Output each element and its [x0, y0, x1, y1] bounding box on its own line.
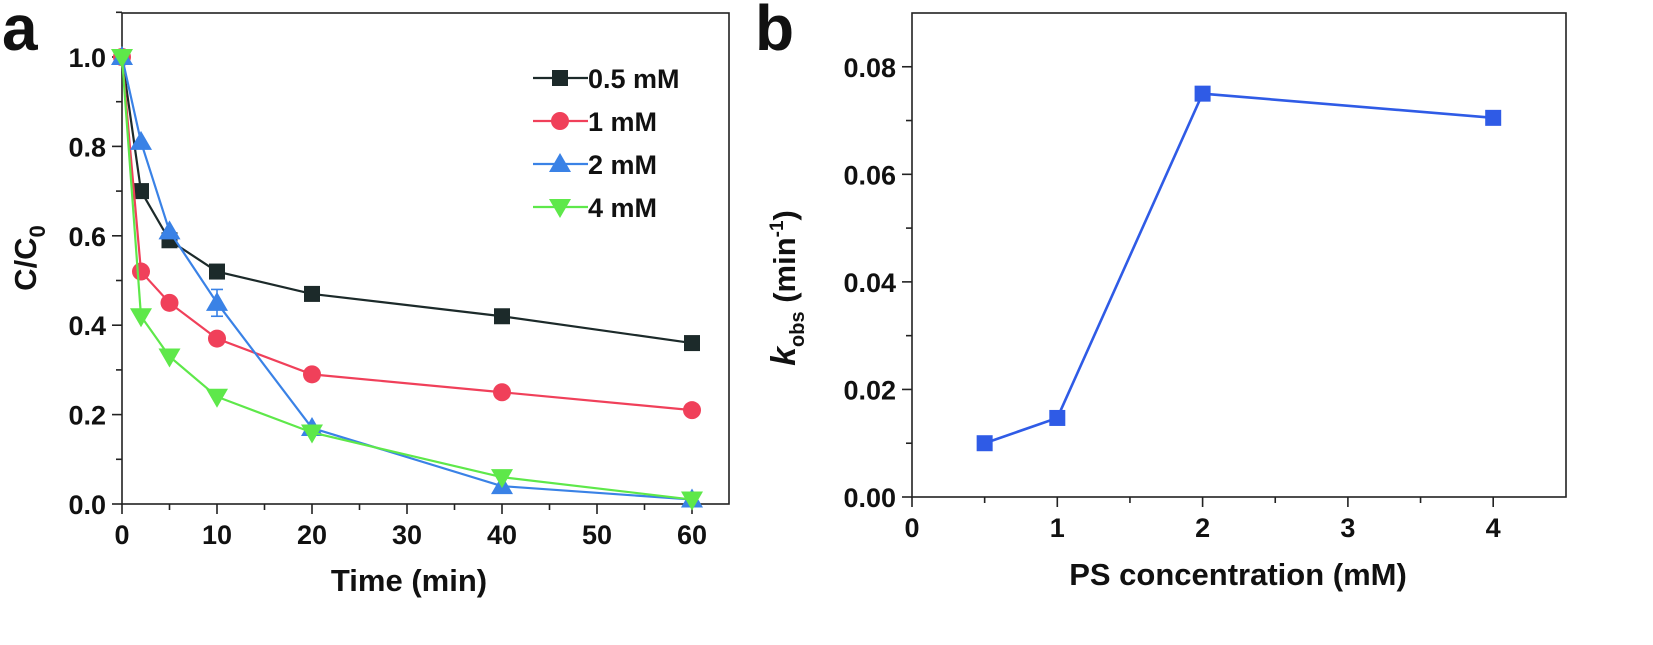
panel-a-data-point: [303, 365, 321, 384]
panel-b-plot-frame: [911, 12, 1567, 498]
panel-a-y-tick-label: 1.0: [68, 43, 106, 73]
panel-a-data-point: [158, 348, 181, 368]
panel-a-y-tick-label: 0.0: [68, 490, 106, 520]
panel-b-chart: 0.00 0.02 0.04 0.06 0.08 0 1 2 3 4: [843, 53, 1502, 543]
legend-swatch-marker: [551, 112, 569, 130]
panel-a-data-point: [304, 285, 320, 302]
panel-b-y-tick-label: 0.04: [843, 268, 896, 298]
panel-a-x-tick-label: 20: [297, 520, 327, 550]
panel-a-x-tick-label: 60: [677, 520, 707, 550]
panel-a-y-tick-label: 0.2: [68, 401, 106, 431]
panel-b-x-axis-title: PS concentration (mM): [1069, 557, 1407, 592]
panel-a-y-axis-title: C/C0: [8, 225, 50, 291]
panel-b-data-point: [1049, 409, 1066, 426]
panel-a-y-tick-label: 0.6: [68, 222, 106, 252]
panel-a-data-point: [684, 335, 700, 352]
panel-b-letter: b: [755, 0, 794, 64]
panel-a-data-point: [130, 130, 152, 150]
legend-swatch-marker: [549, 153, 571, 172]
legend-label: 1 mM: [588, 107, 657, 137]
panel-a-x-axis-title: Time (min): [331, 563, 487, 598]
panel-a-x-tick-label: 30: [392, 520, 422, 550]
panel-b-series-line: [984, 92, 1494, 445]
panel-a-data-point: [111, 49, 133, 68]
panel-a-y-tick-label: 0.4: [68, 311, 106, 341]
panel-a-data-point: [208, 329, 226, 348]
panel-a-data-point: [130, 308, 152, 328]
panel-a-data-point: [681, 491, 703, 511]
panel-a-data-point: [158, 220, 181, 240]
panel-a-x-tick-label: 50: [582, 520, 612, 550]
panel-b-y-tick-label: 0.08: [843, 53, 896, 83]
legend-label: 2 mM: [588, 150, 657, 180]
panel-a-x-tick-label: 40: [487, 520, 517, 550]
panel-b-x-tick-label: 3: [1340, 513, 1355, 543]
panel-a-data-point: [494, 308, 510, 325]
panel-a-legend: 0.5 mM 1 mM 2 mM 4 mM: [533, 64, 680, 223]
panel-a-data-point: [683, 401, 701, 420]
panel-b-x-tick-label: 4: [1486, 513, 1501, 543]
panel-b-data-point: [976, 435, 993, 452]
legend-swatch-marker: [549, 199, 571, 218]
panel-a-data-point: [209, 263, 225, 280]
panel-a-data-point: [132, 262, 150, 281]
panel-a-letter: a: [2, 0, 38, 64]
legend-swatch-marker: [552, 70, 568, 86]
chart-marks: 0.00.20.40.60.81.00 10 20 30 40 50 600.5 mM1 m…: [68, 11, 1502, 550]
panel-b-x-tick-label: 2: [1195, 513, 1210, 543]
panel-b-x-tick-label: 0: [904, 513, 919, 543]
panel-b-y-tick-label: 0.06: [843, 160, 896, 190]
panel-b-y-axis-title: kobs (min-1): [765, 210, 809, 366]
panel-a-data-point: [493, 383, 511, 402]
panel-a-chart: 0.0 0.2 0.4 0.6 0.8 1.0 0 10 20 30 40 50 60 0.5 mM 1 m…: [68, 11, 707, 550]
panel-a-data-point: [206, 291, 228, 311]
legend-label: 0.5 mM: [588, 64, 680, 94]
panel-b-data-point: [1194, 85, 1211, 102]
legend-label: 4 mM: [588, 193, 657, 223]
panel-b-data-point: [1485, 109, 1502, 126]
panel-a-plot-frame: [121, 12, 730, 505]
panel-a-data-point: [491, 469, 513, 489]
panel-a-data-point: [160, 293, 179, 312]
panel-a-data-point: [133, 183, 149, 200]
panel-a-data-point: [206, 388, 228, 408]
panel-a-data-point: [301, 424, 323, 444]
panel-a-x-tick-label: 0: [114, 520, 129, 550]
panel-b-x-tick-label: 1: [1050, 513, 1065, 543]
panel-a-x-tick-label: 10: [202, 520, 232, 550]
panel-a-y-tick-label: 0.8: [68, 132, 106, 162]
panel-b-y-tick-label: 0.02: [843, 375, 896, 405]
panel-b-y-tick-label: 0.00: [843, 483, 896, 513]
